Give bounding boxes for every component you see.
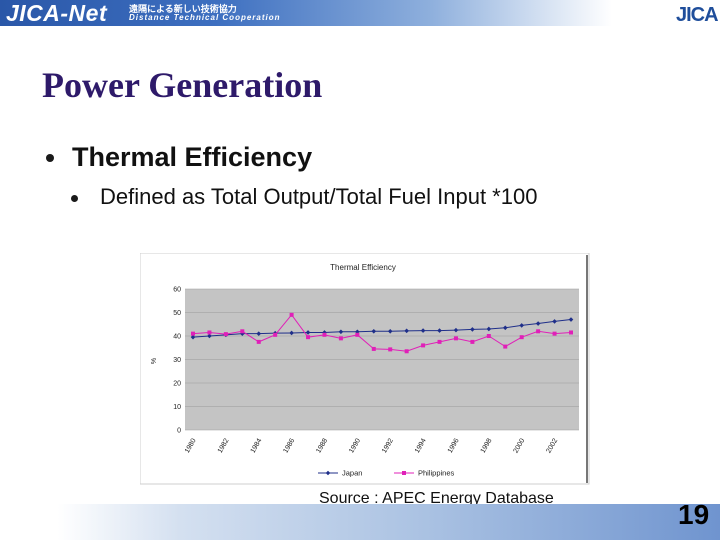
point-japan (420, 328, 426, 333)
point-japan (387, 329, 393, 334)
slide-title: Power Generation (42, 65, 323, 105)
bullet-1: Thermal Efficiency (72, 142, 313, 172)
point-philippines (536, 329, 541, 334)
y-axis-label: % (151, 358, 158, 364)
point-japan (355, 329, 360, 335)
header-banner: JICA-Net 遠隔による新しい技術協力 Distance Technical… (0, 0, 720, 26)
point-philippines (256, 339, 261, 344)
y-tick-label: 10 (173, 404, 181, 411)
point-japan (338, 329, 344, 335)
y-tick-label: 30 (173, 357, 181, 364)
point-japan (502, 325, 508, 331)
point-philippines (453, 336, 458, 341)
jica-logo: JICA (676, 4, 719, 26)
series-line-japan (192, 319, 572, 338)
footer-band (0, 504, 720, 540)
point-japan (190, 334, 196, 340)
point-philippines (569, 330, 573, 335)
point-philippines (289, 312, 294, 317)
point-japan (453, 327, 459, 333)
point-philippines (191, 331, 195, 336)
point-philippines (503, 344, 508, 349)
point-philippines (486, 334, 491, 338)
y-tick-label: 50 (173, 310, 181, 317)
point-philippines (388, 347, 393, 352)
chart-title: Thermal Efficiency (330, 263, 396, 272)
point-philippines (322, 332, 327, 337)
legend-label-philippines: Philippines (418, 469, 455, 478)
point-philippines (223, 332, 228, 337)
point-philippines (207, 330, 212, 335)
y-tick-label: 0 (177, 428, 181, 435)
banner-subtitle-en: Distance Technical Cooperation (129, 13, 281, 22)
point-philippines (437, 339, 442, 344)
series-line-philippines (192, 314, 572, 352)
jica-net-logo: JICA-Net (6, 0, 108, 26)
source-note: Source : APEC Energy Database (319, 490, 554, 507)
y-tick-label: 20 (173, 381, 181, 388)
banner-subtitle-jp: 遠隔による新しい技術協力 (129, 5, 237, 15)
gridlines (185, 288, 579, 431)
point-japan (371, 329, 377, 334)
point-philippines (470, 339, 475, 344)
point-philippines (404, 349, 409, 354)
point-japan (437, 328, 442, 333)
point-philippines (519, 335, 524, 340)
point-philippines (355, 332, 360, 337)
point-japan (552, 319, 557, 324)
legend: Japan Philippines (318, 469, 455, 478)
point-philippines (240, 329, 245, 334)
bullet-2: Defined as Total Output/Total Fuel Input… (100, 184, 538, 209)
point-philippines (421, 343, 426, 348)
legend-label-japan: Japan (342, 469, 362, 478)
bullet-dot-1 (46, 154, 54, 162)
point-philippines (552, 331, 557, 336)
page-number: 19 (678, 499, 710, 530)
bullet-dot-2 (71, 195, 78, 202)
point-japan (535, 321, 541, 326)
y-axis-ticks: 0 10 20 30 40 50 60 (173, 287, 181, 435)
point-philippines (273, 332, 278, 337)
point-philippines (371, 346, 376, 351)
legend-marker-japan (325, 470, 331, 476)
y-tick-label: 60 (173, 287, 181, 294)
point-philippines (306, 335, 311, 340)
point-philippines (338, 336, 343, 341)
y-tick-label: 40 (173, 334, 181, 341)
legend-marker-philippines (402, 471, 406, 475)
point-japan (207, 333, 212, 339)
